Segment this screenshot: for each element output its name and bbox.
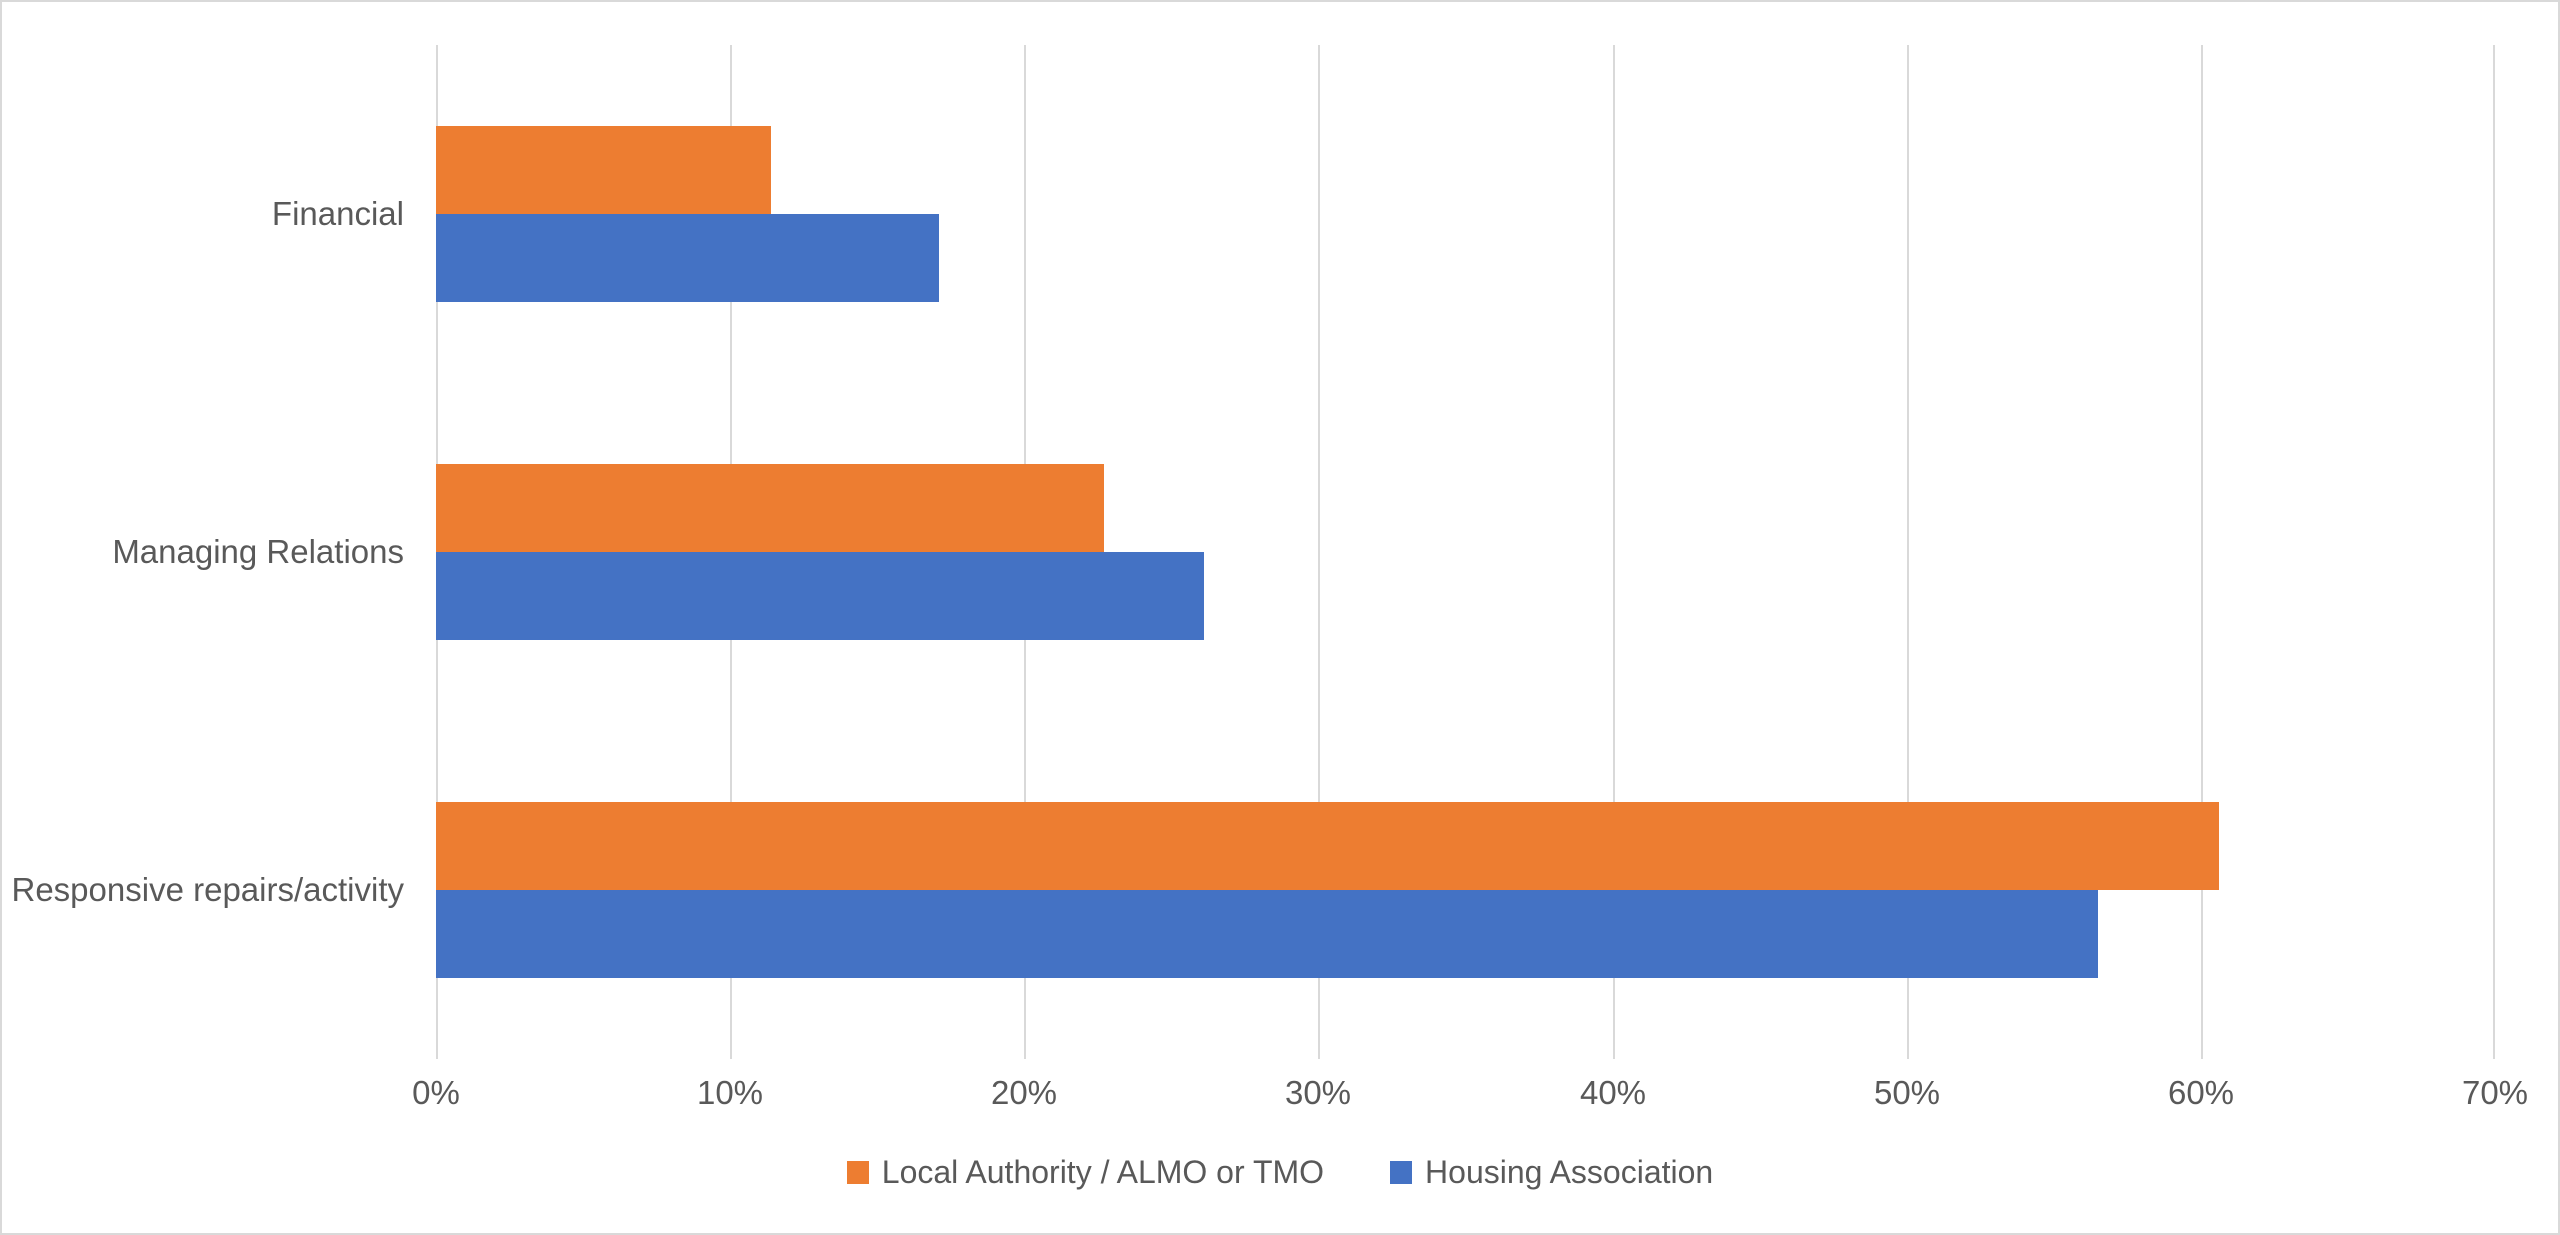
gridline-60 (2201, 45, 2203, 1059)
legend-swatch-icon (846, 1161, 869, 1184)
tick-label: 40% (1579, 1074, 1647, 1111)
bar-local-authority-2 (436, 802, 2219, 890)
tick-label: 70% (2461, 1074, 2529, 1111)
legend-item-housing-association: Housing Association (1390, 1154, 1713, 1191)
legend: Local Authority / ALMO or TMO Housing Ass… (2, 1154, 2558, 1191)
gridline-30 (1318, 45, 1320, 1059)
legend-label: Housing Association (1425, 1154, 1714, 1190)
tick-label: 10% (696, 1074, 764, 1111)
bar-housing-association-2 (436, 890, 2098, 978)
legend-swatch-icon (1390, 1161, 1413, 1184)
legend-label: Local Authority / ALMO or TMO (881, 1154, 1325, 1190)
gridline-50 (1907, 45, 1909, 1059)
value-axis-labels: 0% 10% 20% 30% 40% 50% 60% 70% (2, 1074, 2558, 1118)
tick-label: 20% (990, 1074, 1058, 1111)
tick-label: 0% (412, 1074, 460, 1111)
gridline-70 (2493, 45, 2495, 1059)
gridline-40 (1613, 45, 1615, 1059)
tick-label: 50% (1873, 1074, 1941, 1111)
tick-label: 60% (2167, 1074, 2235, 1111)
bar-local-authority-0 (436, 126, 771, 214)
tick-label: 30% (1284, 1074, 1352, 1111)
plot-area (436, 45, 2495, 1059)
category-label: Financial (271, 195, 404, 232)
category-label: Responsive repairs/activity (11, 871, 405, 908)
category-axis-labels: Financial Managing Relations Responsive re… (2, 45, 405, 1059)
bar-housing-association-1 (436, 552, 1204, 640)
bar-housing-association-0 (436, 214, 939, 302)
category-label: Managing Relations (112, 533, 404, 570)
legend-item-local-authority: Local Authority / ALMO or TMO (846, 1154, 1325, 1191)
bar-local-authority-1 (436, 464, 1104, 552)
